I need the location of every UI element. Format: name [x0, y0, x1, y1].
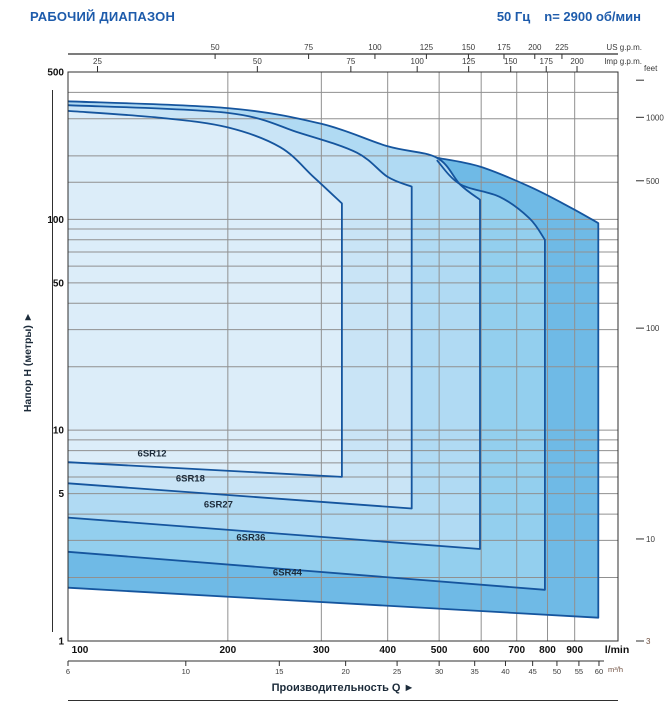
imp-gpm-tick-label: 25: [93, 57, 102, 66]
flow-tick-label-200: 200: [219, 645, 236, 656]
speed-label: n= 2900 об/мин: [544, 9, 641, 24]
us-gpm-tick-label: 125: [420, 43, 434, 52]
flow-tick-label-800: 800: [539, 645, 556, 656]
head-tick-label-1: 1: [58, 637, 64, 648]
x-axis-title: Производительность Q ►: [272, 682, 415, 694]
frequency-speed-label: 50 Гц n= 2900 об/мин: [483, 9, 641, 24]
m3h-unit-label: m³/h: [608, 665, 623, 674]
m3h-tick-label: 30: [435, 667, 443, 676]
region-outline-6SR12: [67, 110, 343, 478]
m3h-tick-label: 40: [501, 667, 509, 676]
region-outline-6SR44: [67, 156, 600, 619]
imp-gpm-tick-label: 175: [540, 57, 554, 66]
us-gpm-tick-label: 175: [497, 43, 511, 52]
feet-unit-label: feet: [644, 64, 658, 73]
page-title: РАБОЧИЙ ДИАПАЗОН: [30, 9, 176, 24]
us-gpm-tick-label: 100: [368, 43, 382, 52]
y-axis-title: Напор H (метры) ►: [22, 312, 34, 412]
imp-gpm-tick-label: 50: [253, 57, 262, 66]
imp-gpm-tick-label: 200: [570, 57, 584, 66]
head-tick-label-500: 500: [47, 68, 64, 79]
m3h-tick-label: 6: [66, 667, 70, 676]
series-label-6SR18: 6SR18: [176, 474, 205, 485]
feet-tick-label-10: 10: [646, 535, 655, 544]
region-outline-6SR36: [67, 159, 546, 591]
us-gpm-tick-label: 200: [528, 43, 542, 52]
plot-border: [67, 71, 619, 642]
m3h-tick-label: 45: [528, 667, 536, 676]
region-outline-6SR18: [67, 104, 413, 510]
chart-header: РАБОЧИЙ ДИАПАЗОН 50 Гц n= 2900 об/мин: [0, 0, 672, 34]
imp-gpm-tick-label: 100: [411, 57, 425, 66]
flow-tick-label-300: 300: [313, 645, 330, 656]
series-label-6SR27: 6SR27: [204, 499, 233, 510]
m3h-tick-label: 25: [393, 667, 401, 676]
m3h-tick-label: 50: [553, 667, 561, 676]
flow-tick-label-400: 400: [379, 645, 396, 656]
us-gpm-tick-label: 225: [555, 43, 569, 52]
m3h-tick-label: 55: [575, 667, 583, 676]
us-gpm-unit-label: US g.p.m.: [606, 43, 642, 52]
us-gpm-tick-label: 50: [211, 43, 220, 52]
imp-gpm-tick-label: 150: [504, 57, 518, 66]
frequency-label: 50 Гц: [496, 9, 531, 24]
flow-tick-label-900: 900: [566, 645, 583, 656]
m3h-tick-label: 35: [471, 667, 479, 676]
m3h-tick-label: 20: [341, 667, 349, 676]
imp-gpm-unit-label: Imp g.p.m.: [604, 57, 642, 66]
imp-gpm-tick-label: 75: [346, 57, 355, 66]
series-label-6SR12: 6SR12: [138, 449, 167, 460]
series-label-6SR44: 6SR44: [273, 567, 303, 578]
flow-tick-label-600: 600: [473, 645, 490, 656]
m3h-tick-label: 15: [275, 667, 283, 676]
imp-gpm-tick-label: 125: [462, 57, 476, 66]
feet-tick-label-100: 100: [646, 324, 660, 333]
flow-tick-label-500: 500: [431, 645, 448, 656]
us-gpm-tick-label: 75: [304, 43, 313, 52]
head-tick-label-100: 100: [47, 215, 64, 226]
m3h-tick-label: 10: [182, 667, 190, 676]
region-outline-6SR27: [67, 100, 481, 550]
flow-tick-label-700: 700: [508, 645, 525, 656]
flow-unit-label: l/min: [605, 644, 630, 656]
head-tick-label-10: 10: [53, 426, 65, 437]
series-label-6SR36: 6SR36: [236, 532, 265, 543]
head-tick-label-5: 5: [58, 489, 64, 500]
feet-tick-label-500: 500: [646, 177, 660, 186]
m3h-tick-label: 60: [595, 667, 603, 676]
head-tick-label-50: 50: [53, 278, 65, 289]
flow-tick-label-100: 100: [72, 645, 89, 656]
us-gpm-tick-label: 150: [462, 43, 476, 52]
feet-tick-label-3: 3: [646, 637, 651, 646]
feet-tick-label-1000: 1000: [646, 113, 664, 122]
region-fill-6SR12: [68, 110, 342, 477]
